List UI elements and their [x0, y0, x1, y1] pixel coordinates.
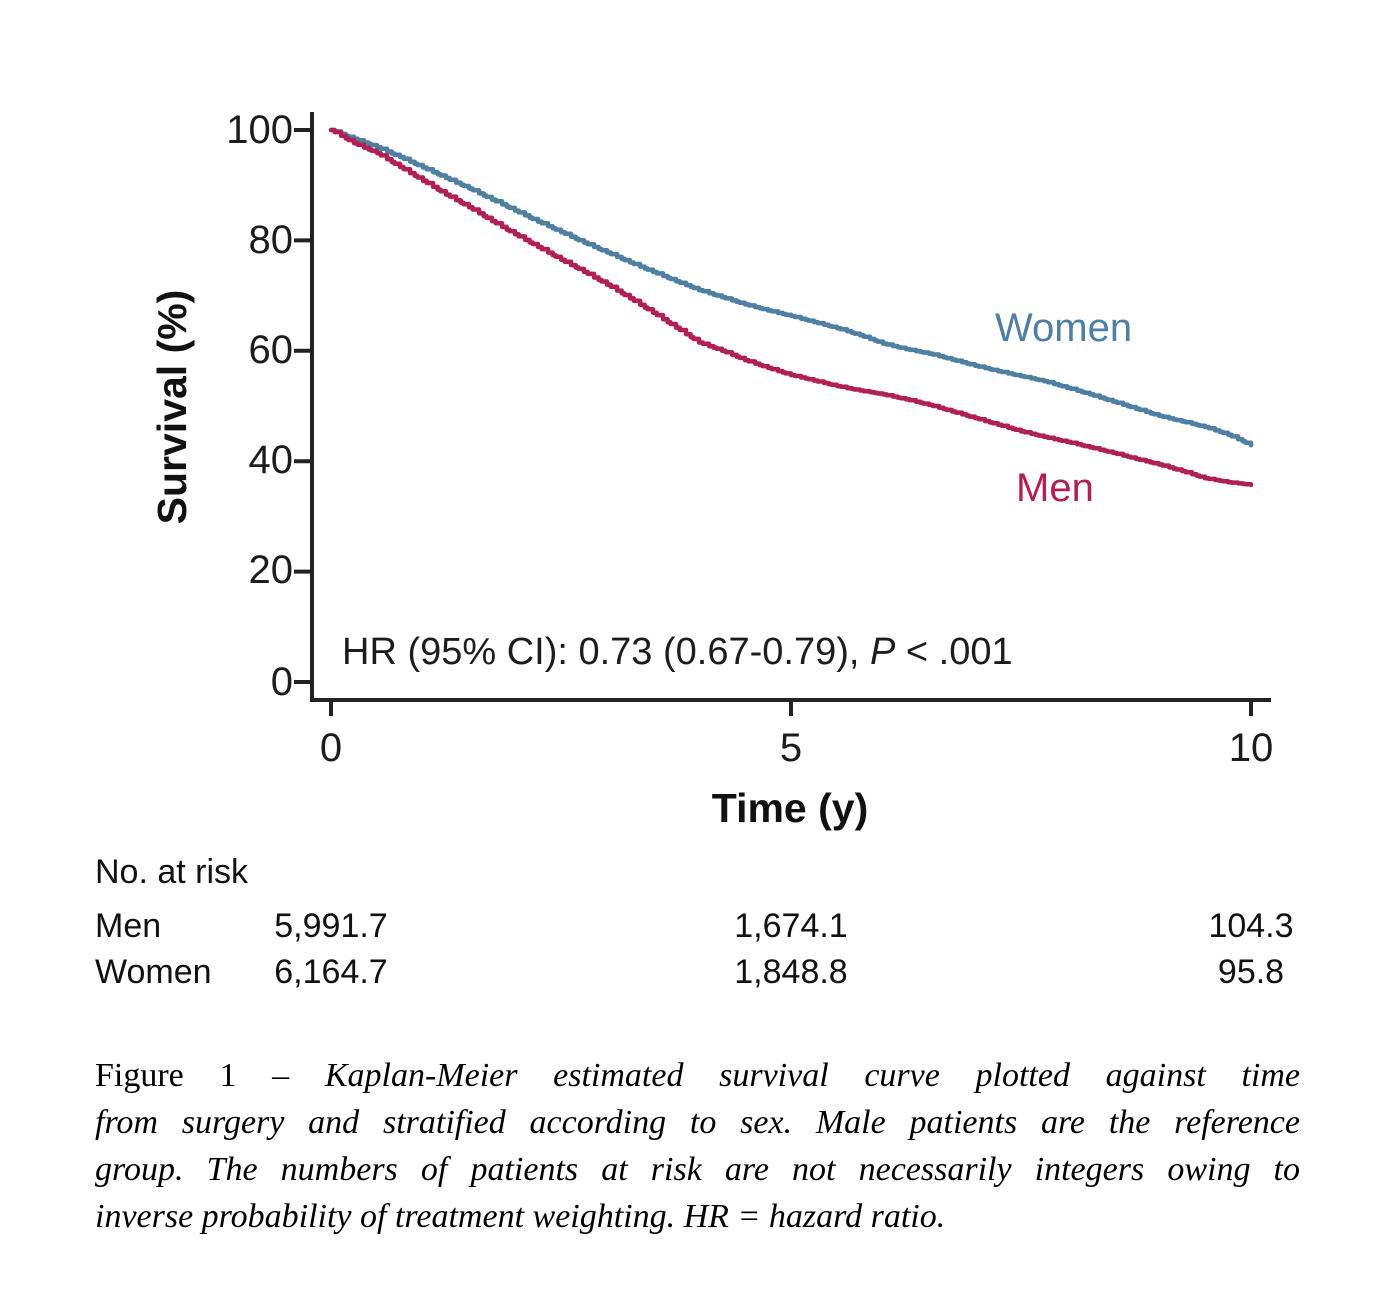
caption-line-3: group. The numbers of patients at risk a…: [95, 1151, 1300, 1188]
caption-line-4: inverse probability of treatment weighti…: [95, 1198, 946, 1235]
women-survival-curve: [328, 127, 1254, 448]
y-tick-label-60: 60: [248, 328, 294, 372]
y-tick-label-20: 20: [248, 548, 294, 592]
risk-table-header: No. at risk: [95, 853, 249, 891]
x-tick-label-10: 10: [1228, 726, 1274, 770]
risk-row-label: Men: [95, 907, 162, 945]
y-tick-label-40: 40: [248, 438, 294, 482]
hazard-ratio-annotation: HR (95% CI): 0.73 (0.67-0.79), P < .001: [342, 630, 1013, 674]
hr-text: HR (95% CI): 0.73 (0.67-0.79),: [342, 631, 870, 673]
y-tick-label-0: 0: [270, 660, 293, 704]
men-survival-curve: [328, 127, 1254, 488]
figure-caption: Figure 1 – Kaplan-Meier estimated surviv…: [95, 1052, 1300, 1240]
men-series-label: Men: [1016, 466, 1094, 510]
risk-value: 95.8: [1217, 953, 1285, 991]
caption-figure-label: Figure 1 –: [95, 1057, 325, 1094]
women-series-label: Women: [995, 306, 1133, 350]
risk-value: 1,848.8: [734, 953, 848, 991]
p-symbol: P: [870, 631, 896, 673]
caption-line-2: from surgery and stratified according to…: [95, 1104, 1300, 1141]
y-axis-title: Survival (%): [149, 289, 195, 525]
p-value-text: < .001: [895, 631, 1013, 673]
x-tick-label-0: 0: [319, 726, 343, 770]
risk-value: 6,164.7: [274, 953, 388, 991]
y-tick-label-100: 100: [226, 108, 293, 152]
risk-value: 5,991.7: [274, 907, 388, 945]
risk-value: 1,674.1: [734, 907, 848, 945]
y-tick-label-80: 80: [248, 218, 294, 262]
caption-text-1: Kaplan-Meier estimated survival curve pl…: [324, 1057, 1300, 1094]
x-tick-label-5: 5: [779, 726, 803, 770]
risk-value: 104.3: [1208, 907, 1294, 945]
risk-row-label: Women: [95, 953, 212, 991]
x-axis-title: Time (y): [711, 785, 869, 831]
caption-line-1: Figure 1 – Kaplan-Meier estimated surviv…: [95, 1052, 1300, 1099]
